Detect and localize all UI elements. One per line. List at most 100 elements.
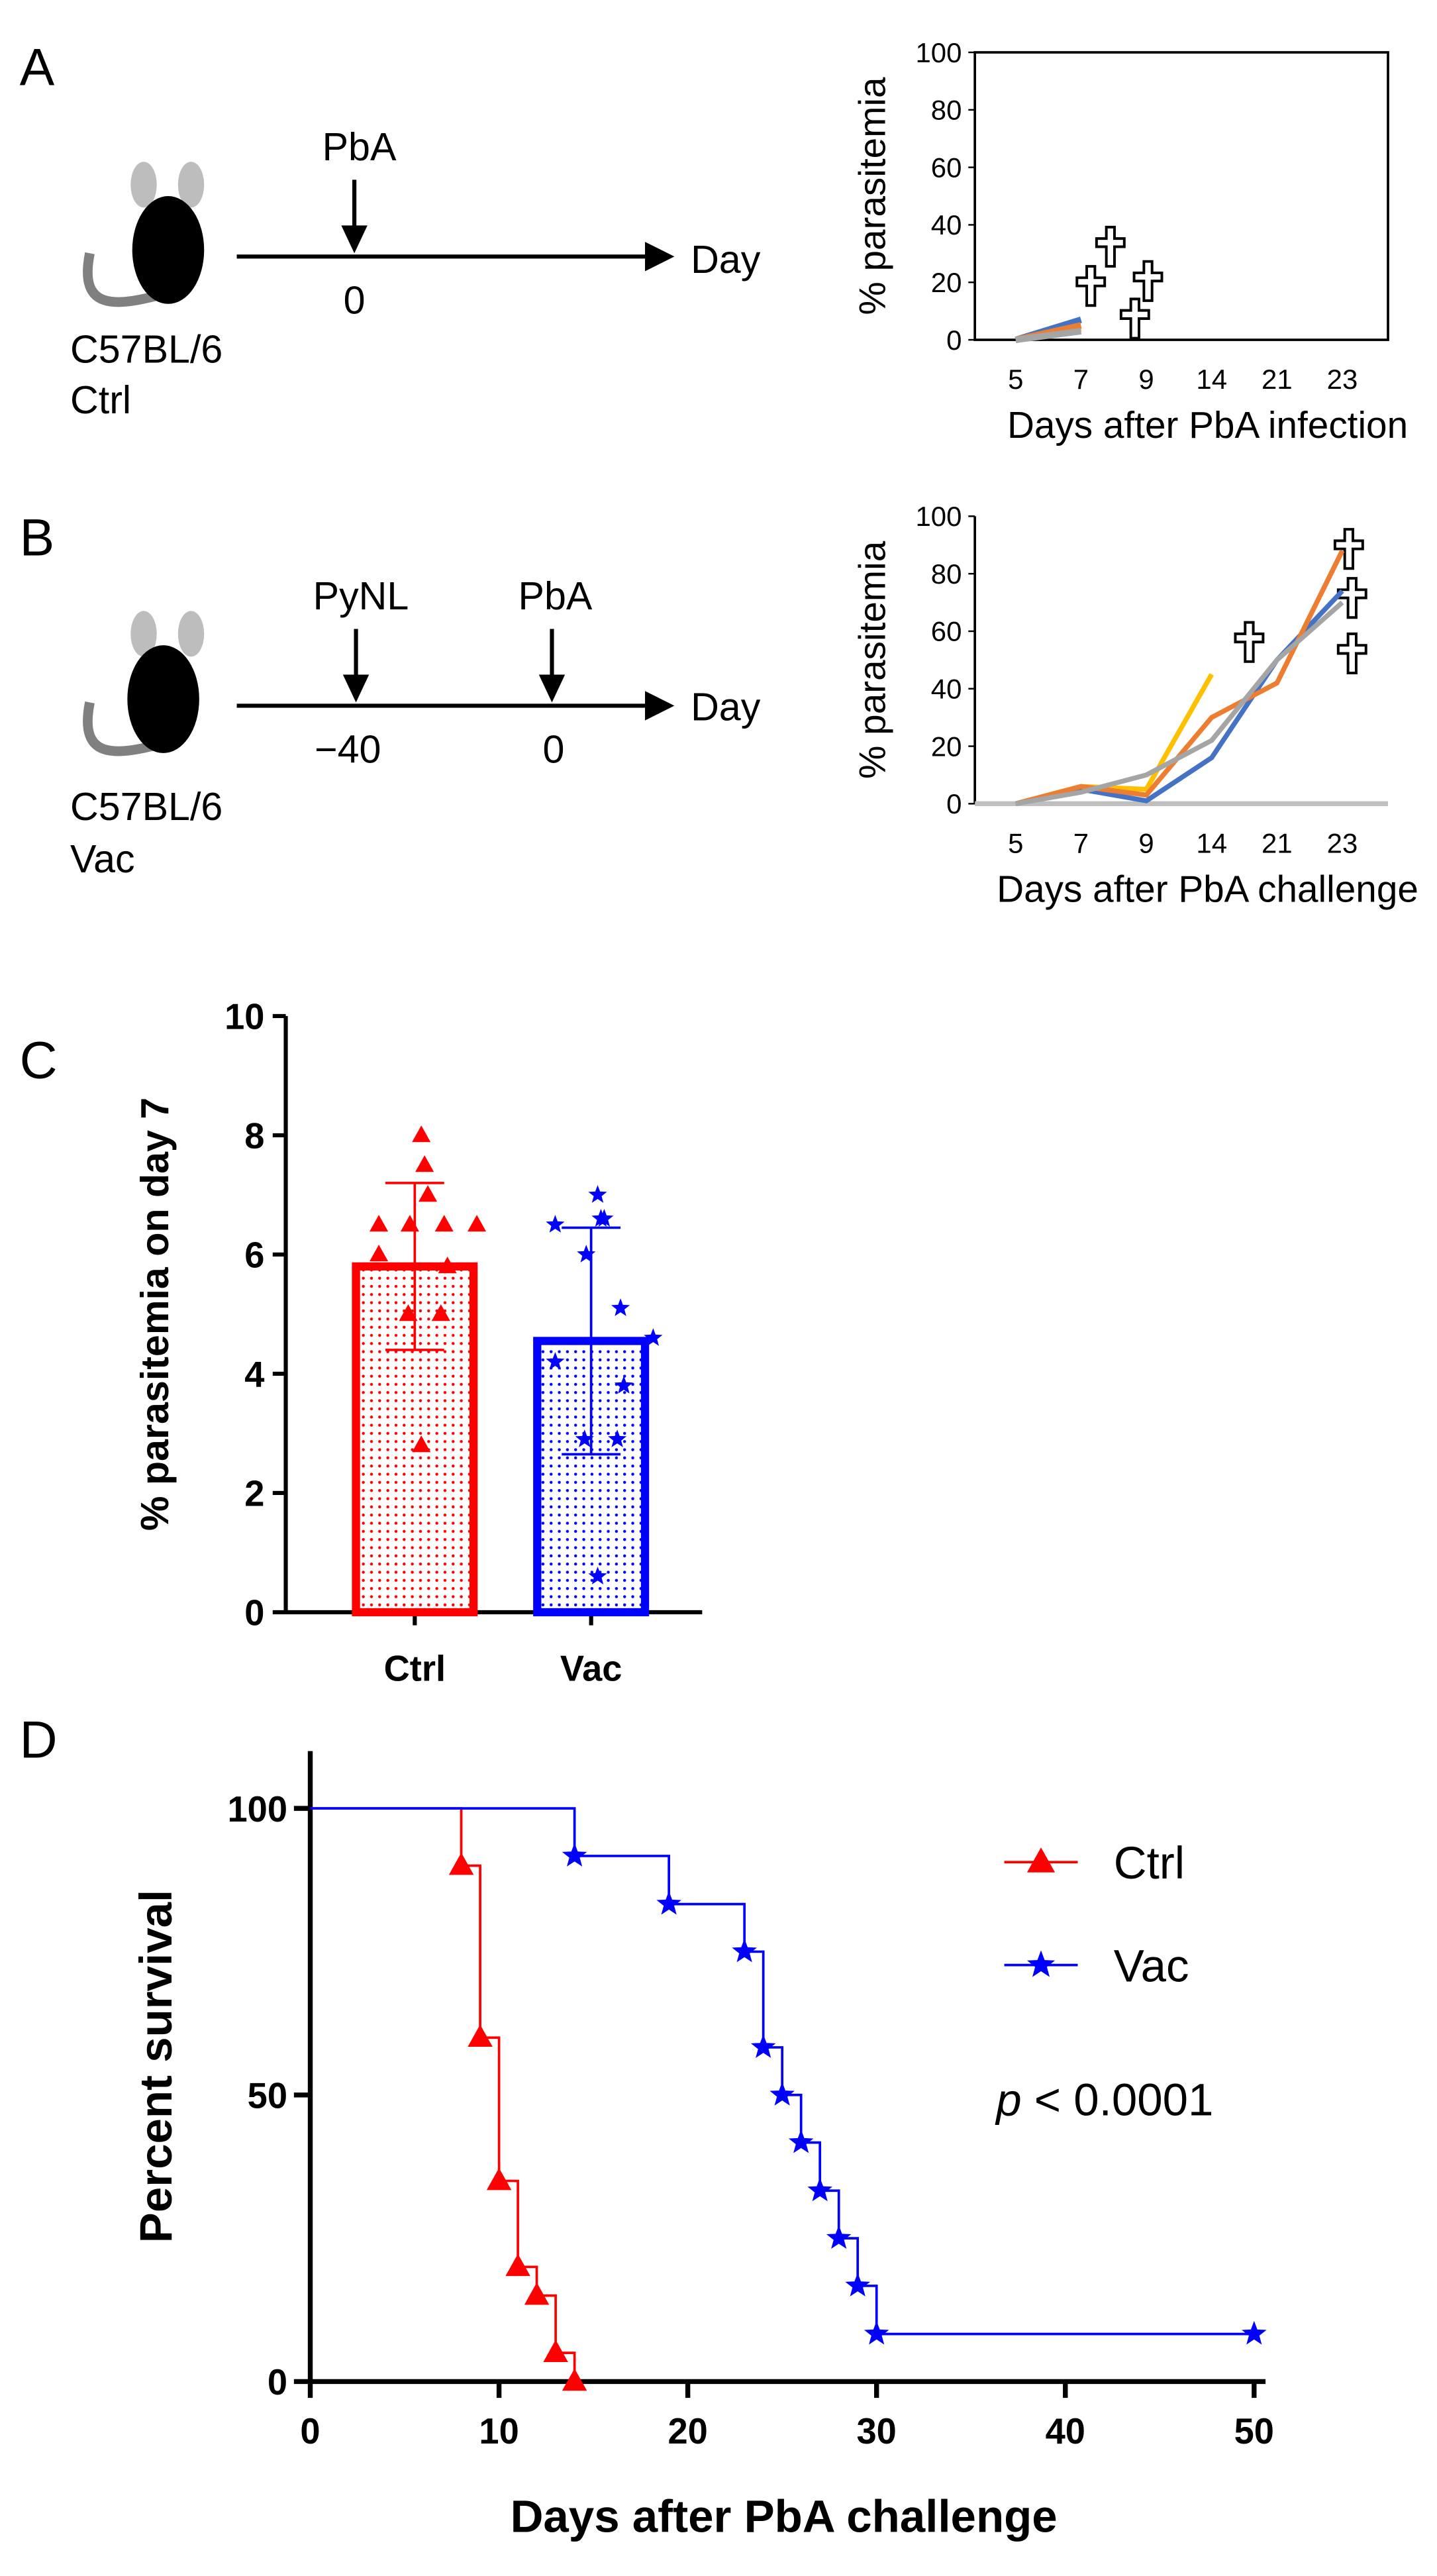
series-line: [1015, 600, 1344, 807]
y-tick-label: 0: [244, 1594, 264, 1633]
data-point: [438, 1257, 457, 1274]
censor-marker: [845, 2273, 870, 2296]
y-tick-label: 8: [244, 1117, 264, 1157]
y-tick-label: 80: [931, 558, 962, 590]
y-tick-label: 0: [946, 325, 962, 356]
label: Ctrl: [70, 378, 131, 422]
y-tick-label: 40: [931, 209, 962, 240]
plot-frame: [973, 51, 1389, 341]
y-tick-label: 4: [244, 1355, 264, 1395]
data-point: [546, 1352, 565, 1370]
legend-label: Ctrl: [1114, 1837, 1185, 1888]
censor-marker: [656, 1890, 681, 1915]
x-axis-label: Days after PbA infection: [1007, 405, 1408, 446]
x-tick-label: 9: [1138, 364, 1154, 395]
data-point: [614, 1376, 634, 1394]
y-tick-label: 0: [268, 2363, 287, 2402]
x-tick-label: 9: [1138, 827, 1154, 858]
x-tick-label: Ctrl: [384, 1649, 446, 1689]
x-tick-label: 20: [668, 2412, 707, 2451]
data-point: [595, 1209, 614, 1227]
series-line: [1015, 589, 1344, 806]
label: −40: [315, 727, 381, 772]
censor-marker: [864, 2320, 889, 2345]
label: PyNL: [313, 574, 409, 618]
data-point: [419, 1185, 438, 1202]
data-point: [412, 1125, 431, 1143]
label: Vac: [70, 837, 135, 881]
data-point: [370, 1215, 389, 1232]
panel-label: A: [20, 38, 55, 96]
y-axis-label: % parasitemia on day 7: [132, 1098, 177, 1531]
censor-marker: [505, 2253, 530, 2277]
panel-label: C: [20, 1031, 58, 1090]
censor-marker: [750, 2034, 776, 2058]
series-line: [1015, 328, 1082, 343]
data-point: [431, 1304, 450, 1321]
panel-label: D: [20, 1710, 58, 1769]
x-axis-label: Days after PbA challenge: [511, 2490, 1058, 2542]
y-tick-label: 80: [931, 95, 962, 126]
y-tick-label: 20: [931, 267, 962, 298]
mouse: [83, 611, 205, 756]
censor-marker: [807, 2177, 832, 2202]
x-tick-label: 14: [1196, 827, 1227, 858]
x-tick-label: 23: [1327, 827, 1358, 858]
label: PbA: [322, 125, 397, 169]
data-point: [577, 1245, 596, 1262]
x-tick-label: 21: [1262, 827, 1293, 858]
data-point: [400, 1215, 419, 1232]
mouse: [83, 162, 205, 307]
data-point: [434, 1215, 454, 1232]
censor-marker: [732, 1938, 757, 1963]
data-point: [644, 1328, 663, 1346]
censor-marker: [826, 2225, 852, 2249]
data-point: [608, 1429, 627, 1447]
panel-label: B: [20, 509, 55, 567]
censor-marker: [486, 2167, 512, 2190]
survival-curve: [310, 1807, 1254, 2336]
label: Day: [691, 685, 761, 729]
x-tick-label: 5: [1008, 827, 1023, 858]
x-tick-label: 7: [1073, 827, 1089, 858]
y-axis-label: % parasitemia: [852, 77, 894, 315]
legend-label: Vac: [1114, 1939, 1189, 1991]
data-point: [467, 1215, 487, 1232]
x-tick-label: 40: [1046, 2412, 1085, 2451]
censor-marker: [562, 1843, 587, 1867]
legend-marker: [1026, 1847, 1056, 1873]
x-tick-label: 10: [479, 2412, 519, 2451]
data-point: [575, 1429, 594, 1447]
data-point: [415, 1155, 434, 1172]
x-tick-label: 5: [1008, 364, 1023, 395]
y-tick-label: 100: [227, 1790, 287, 1829]
data-point: [412, 1435, 431, 1453]
label: C57BL/6: [70, 327, 223, 372]
label: C57BL/6: [70, 784, 223, 829]
y-axis-label: Percent survival: [130, 1890, 181, 2243]
y-tick-label: 2: [244, 1474, 264, 1514]
data-point: [546, 1215, 565, 1233]
x-tick-label: 0: [300, 2412, 320, 2451]
y-tick-label: 60: [931, 152, 962, 183]
label: Day: [691, 237, 761, 282]
censor-marker: [524, 2282, 550, 2305]
arrowhead: [538, 674, 566, 703]
arrowhead: [341, 225, 368, 254]
censor-marker: [788, 2129, 814, 2153]
arrowhead: [645, 242, 675, 272]
x-axis-label: Days after PbA challenge: [997, 868, 1418, 910]
arrowhead: [645, 691, 675, 721]
x-tick-label: 14: [1196, 364, 1227, 395]
censor-marker: [468, 2024, 493, 2047]
arrowhead: [342, 674, 370, 703]
censor-marker: [448, 1852, 474, 1875]
y-tick-label: 0: [946, 788, 962, 819]
label: PbA: [518, 574, 592, 618]
y-tick-label: 100: [915, 37, 962, 68]
censor-marker: [1242, 2320, 1267, 2345]
censor-marker: [562, 2368, 587, 2391]
x-tick-label: 50: [1234, 2412, 1274, 2451]
data-point: [399, 1304, 418, 1321]
